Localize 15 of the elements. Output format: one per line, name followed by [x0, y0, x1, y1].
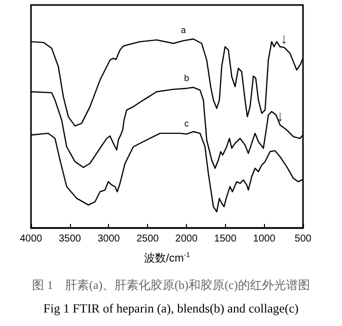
x-tick-label: 1000: [253, 234, 276, 244]
series-label: b: [184, 72, 190, 83]
text: 图 1 肝素(a)、肝素化胶原(b)和胶原(c)的红外光谱图: [32, 278, 310, 292]
series-label: c: [184, 118, 190, 129]
annotation: ↓: [276, 108, 284, 126]
annotation: ↓: [280, 30, 288, 48]
x-tick-label: 500: [294, 234, 312, 244]
x-tick-label: 3500: [58, 234, 82, 244]
x-tick-label: 3000: [98, 234, 120, 244]
x-tick-label: 4000: [20, 234, 43, 244]
x-tick-label: 2500: [136, 234, 160, 244]
text: Fig 1 FTIR of heparin (a), blends(b) and collage(c): [43, 302, 299, 316]
x-tick-label: 2000: [175, 234, 198, 244]
x-tick-label: 1500: [214, 234, 237, 244]
series-label: a: [180, 25, 186, 36]
